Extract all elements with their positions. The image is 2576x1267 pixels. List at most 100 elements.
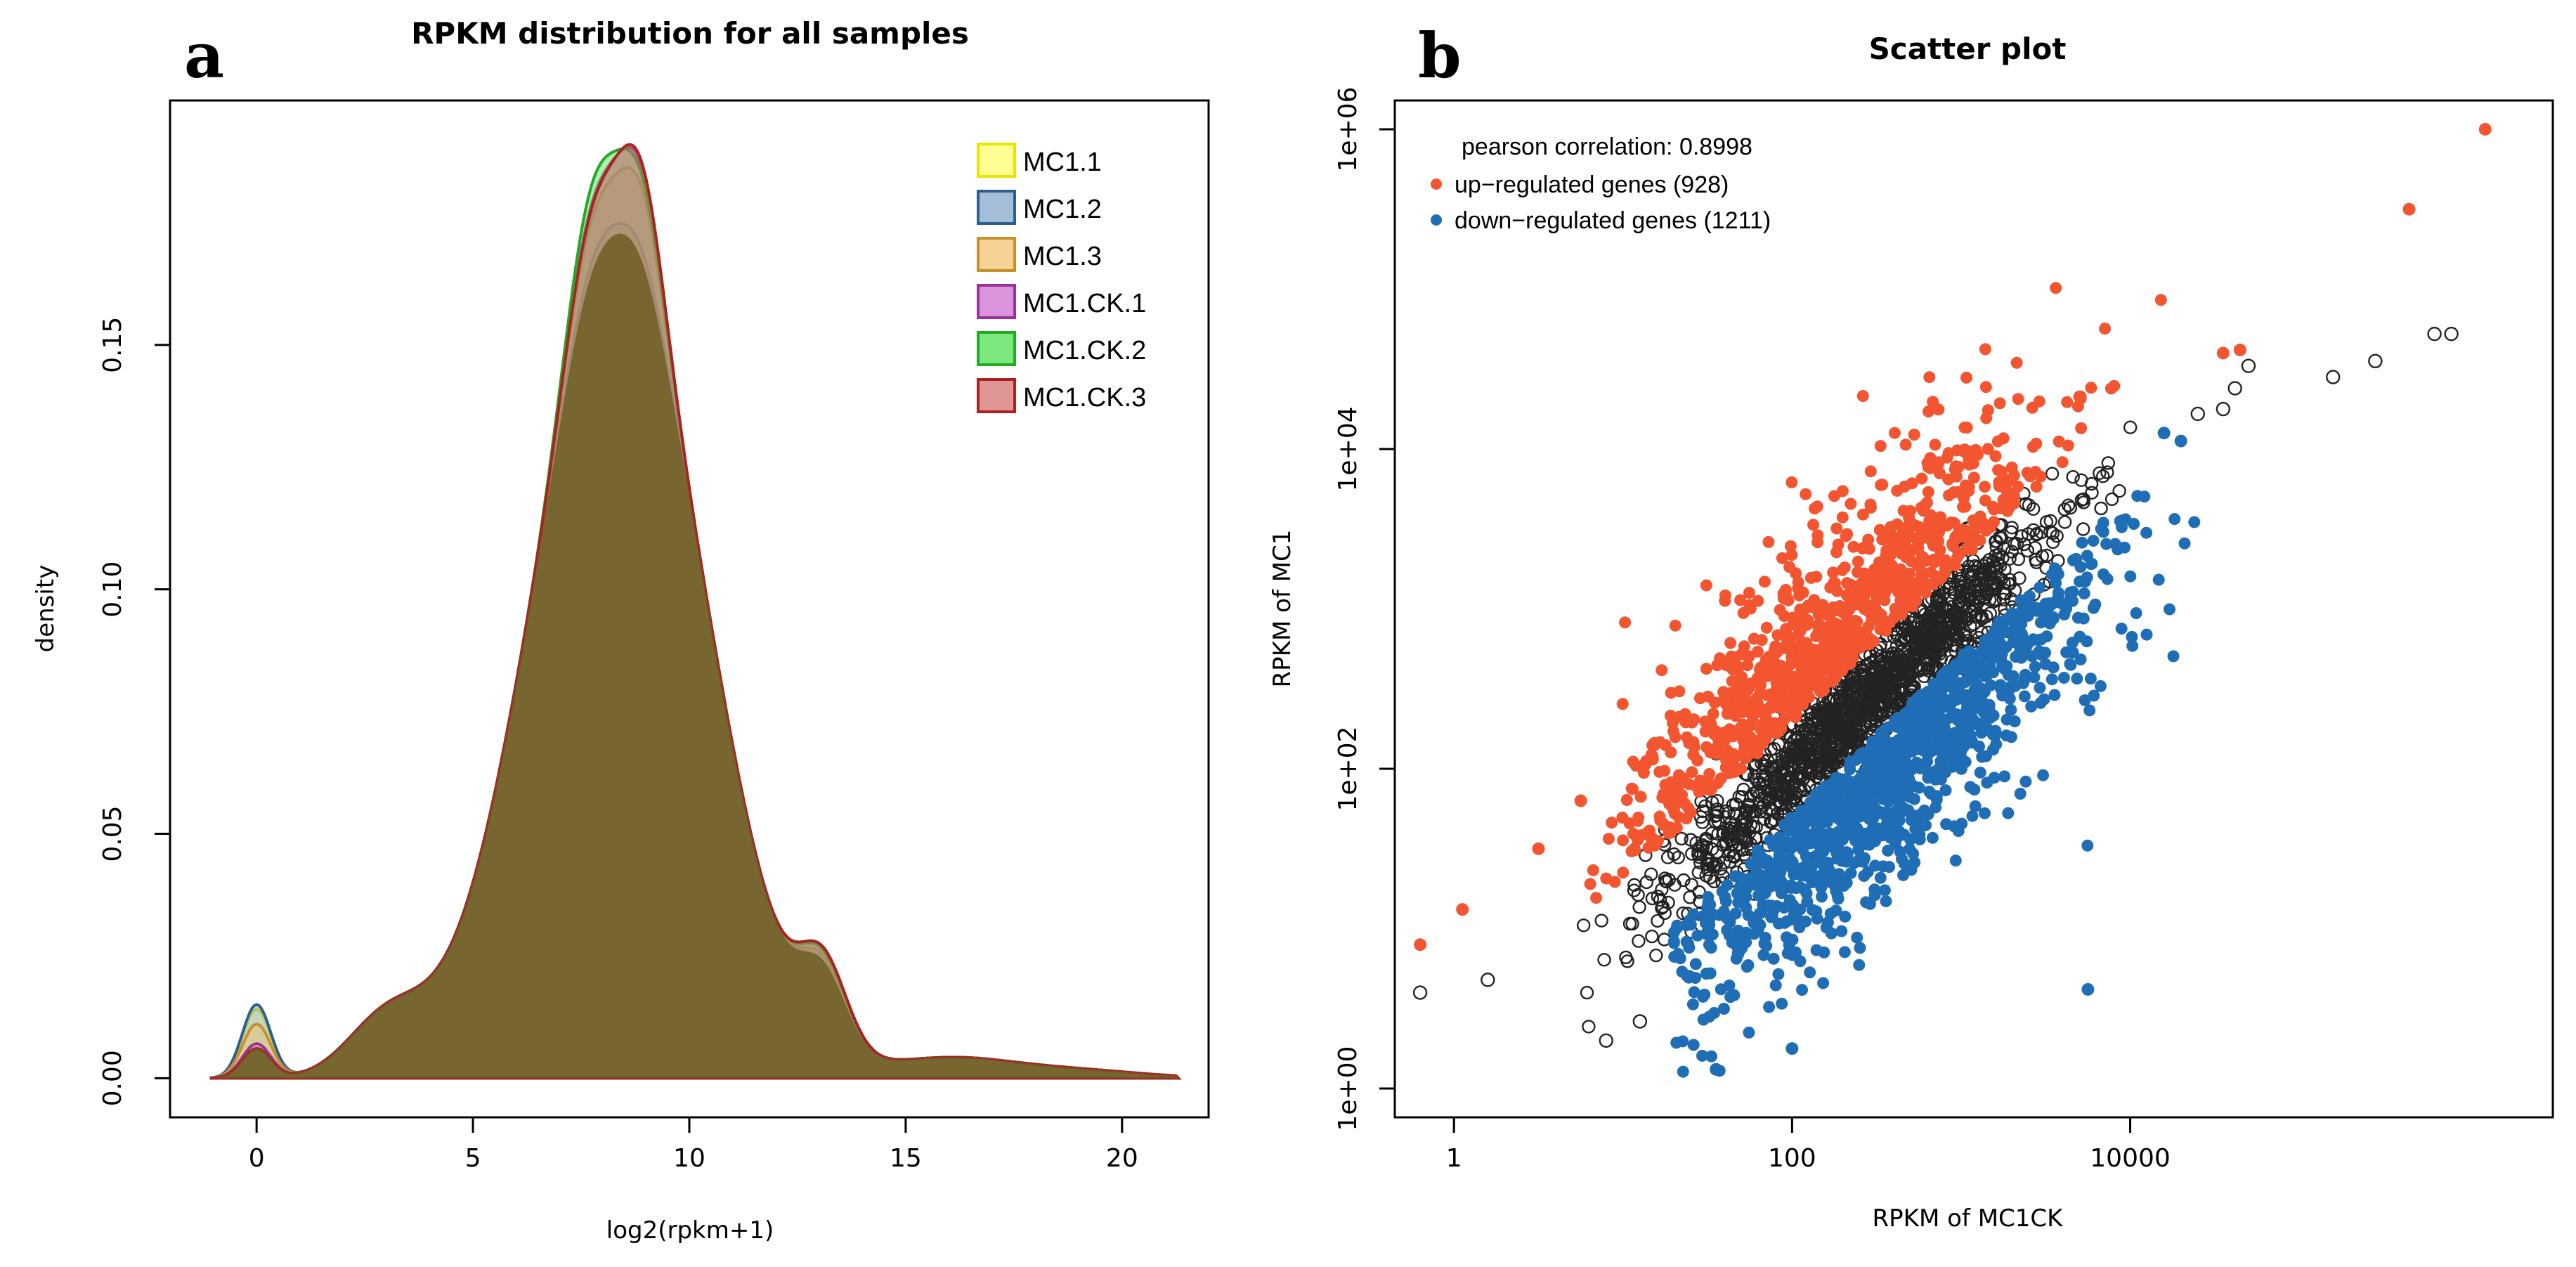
point-up [1785, 549, 1798, 561]
point-up [1768, 725, 1781, 738]
up-regulated-legend-text: up−regulated genes (928) [1455, 171, 1729, 198]
point-ns [1857, 675, 1871, 689]
point-ns [1892, 656, 1906, 670]
point-down [2048, 689, 2061, 701]
point-ns [2026, 502, 2041, 516]
point-ns [1798, 752, 1812, 766]
point-up [1840, 609, 1852, 621]
point-down [1825, 876, 1837, 889]
chart-a-title: RPKM distribution for all samples [411, 16, 969, 51]
x-tick-label: 10 [673, 1144, 705, 1173]
point-up [1809, 652, 1821, 665]
point-ns [1651, 914, 1665, 928]
point-down [1911, 692, 1924, 705]
point-down [1689, 958, 1702, 970]
point-ns [1677, 873, 1691, 888]
point-up [1738, 742, 1751, 755]
point-up-outlier [2478, 122, 2492, 136]
point-up [1915, 569, 1927, 582]
point-down [1946, 667, 1958, 680]
point-ns [1784, 760, 1799, 775]
point-up [1952, 461, 1965, 473]
point-up [1818, 680, 1830, 693]
point-ns-outlier [1481, 973, 1495, 987]
point-ns [1735, 790, 1749, 804]
point-down [1966, 810, 1979, 822]
point-down [2007, 670, 2019, 682]
point-ns [1989, 578, 2003, 593]
point-up [1905, 555, 1918, 568]
point-down [1984, 657, 1996, 670]
point-up [1831, 585, 1844, 597]
point-up [1956, 524, 1969, 536]
point-down [1987, 709, 2000, 722]
point-up [1862, 533, 1875, 546]
point-ns [1671, 850, 1686, 865]
point-down [1894, 761, 1906, 774]
point-down [2058, 608, 2071, 620]
point-up [1762, 661, 1775, 673]
point-ns [1885, 674, 1899, 688]
point-down [1903, 705, 1915, 717]
point-up [2053, 435, 2065, 448]
scatter-chart: b Scatter plot 1 100 10000 1e+00 1e+02 1e+04… [1268, 19, 2554, 1233]
point-up [1945, 516, 1958, 528]
point-down [2000, 641, 2012, 654]
point-down [1836, 780, 1849, 793]
point-down [2045, 673, 2058, 686]
point-ns [1922, 609, 1937, 623]
point-up [1750, 692, 1763, 704]
point-down [1891, 831, 1904, 843]
panel-letter-a: a [184, 19, 224, 92]
point-ns [1996, 592, 2010, 606]
point-up [1700, 741, 1713, 753]
point-down [1904, 833, 1917, 846]
point-up [1669, 619, 1681, 632]
point-ns [1835, 729, 1849, 743]
point-up-outlier [1456, 903, 1469, 916]
point-ns [2003, 552, 2017, 566]
point-ns [1753, 805, 1768, 819]
point-ns [1767, 786, 1782, 800]
point-ns [1796, 771, 1811, 785]
point-up [1675, 777, 1688, 789]
y-tick-label: 0.15 [98, 317, 127, 373]
point-up [1897, 580, 1909, 592]
point-down [1796, 984, 1808, 996]
point-up [1707, 728, 1720, 740]
legend-swatch [977, 237, 1016, 272]
point-down [1807, 811, 1820, 824]
point-down [1804, 852, 1817, 865]
point-down [1729, 870, 1741, 883]
point-ns [1698, 833, 1713, 847]
point-ns [1738, 805, 1753, 820]
point-ns [1958, 628, 1973, 642]
point-down [2034, 581, 2046, 594]
point-up [1889, 570, 1901, 583]
point-ns [1859, 697, 1874, 712]
point-down [2087, 535, 2100, 547]
point-down [1853, 959, 1866, 971]
point-down [1869, 859, 1882, 872]
point-down [1677, 1065, 1689, 1078]
point-ns [2034, 525, 2049, 540]
point-down [2097, 516, 2109, 529]
point-down [1782, 824, 1795, 837]
point-up [1655, 664, 1668, 677]
point-down [1769, 862, 1782, 874]
point-down [1885, 755, 1897, 768]
point-ns [1979, 609, 1993, 623]
point-ns [2022, 498, 2036, 512]
point-up [1830, 522, 1843, 535]
point-up [1856, 508, 1869, 521]
point-up [1642, 841, 1655, 854]
point-up [2012, 393, 2024, 405]
point-up [1837, 655, 1849, 668]
point-down [1697, 990, 1710, 1003]
point-down [1759, 932, 1771, 944]
point-up [1856, 390, 1869, 402]
legend-a: MC1.1 MC1.2 MC1.3 MC1.CK.1 MC1.CK.2 MC1.CK.3 [977, 143, 1146, 413]
point-up [1762, 535, 1775, 548]
point-ns [1840, 677, 1855, 692]
point-ns [1967, 602, 1982, 616]
